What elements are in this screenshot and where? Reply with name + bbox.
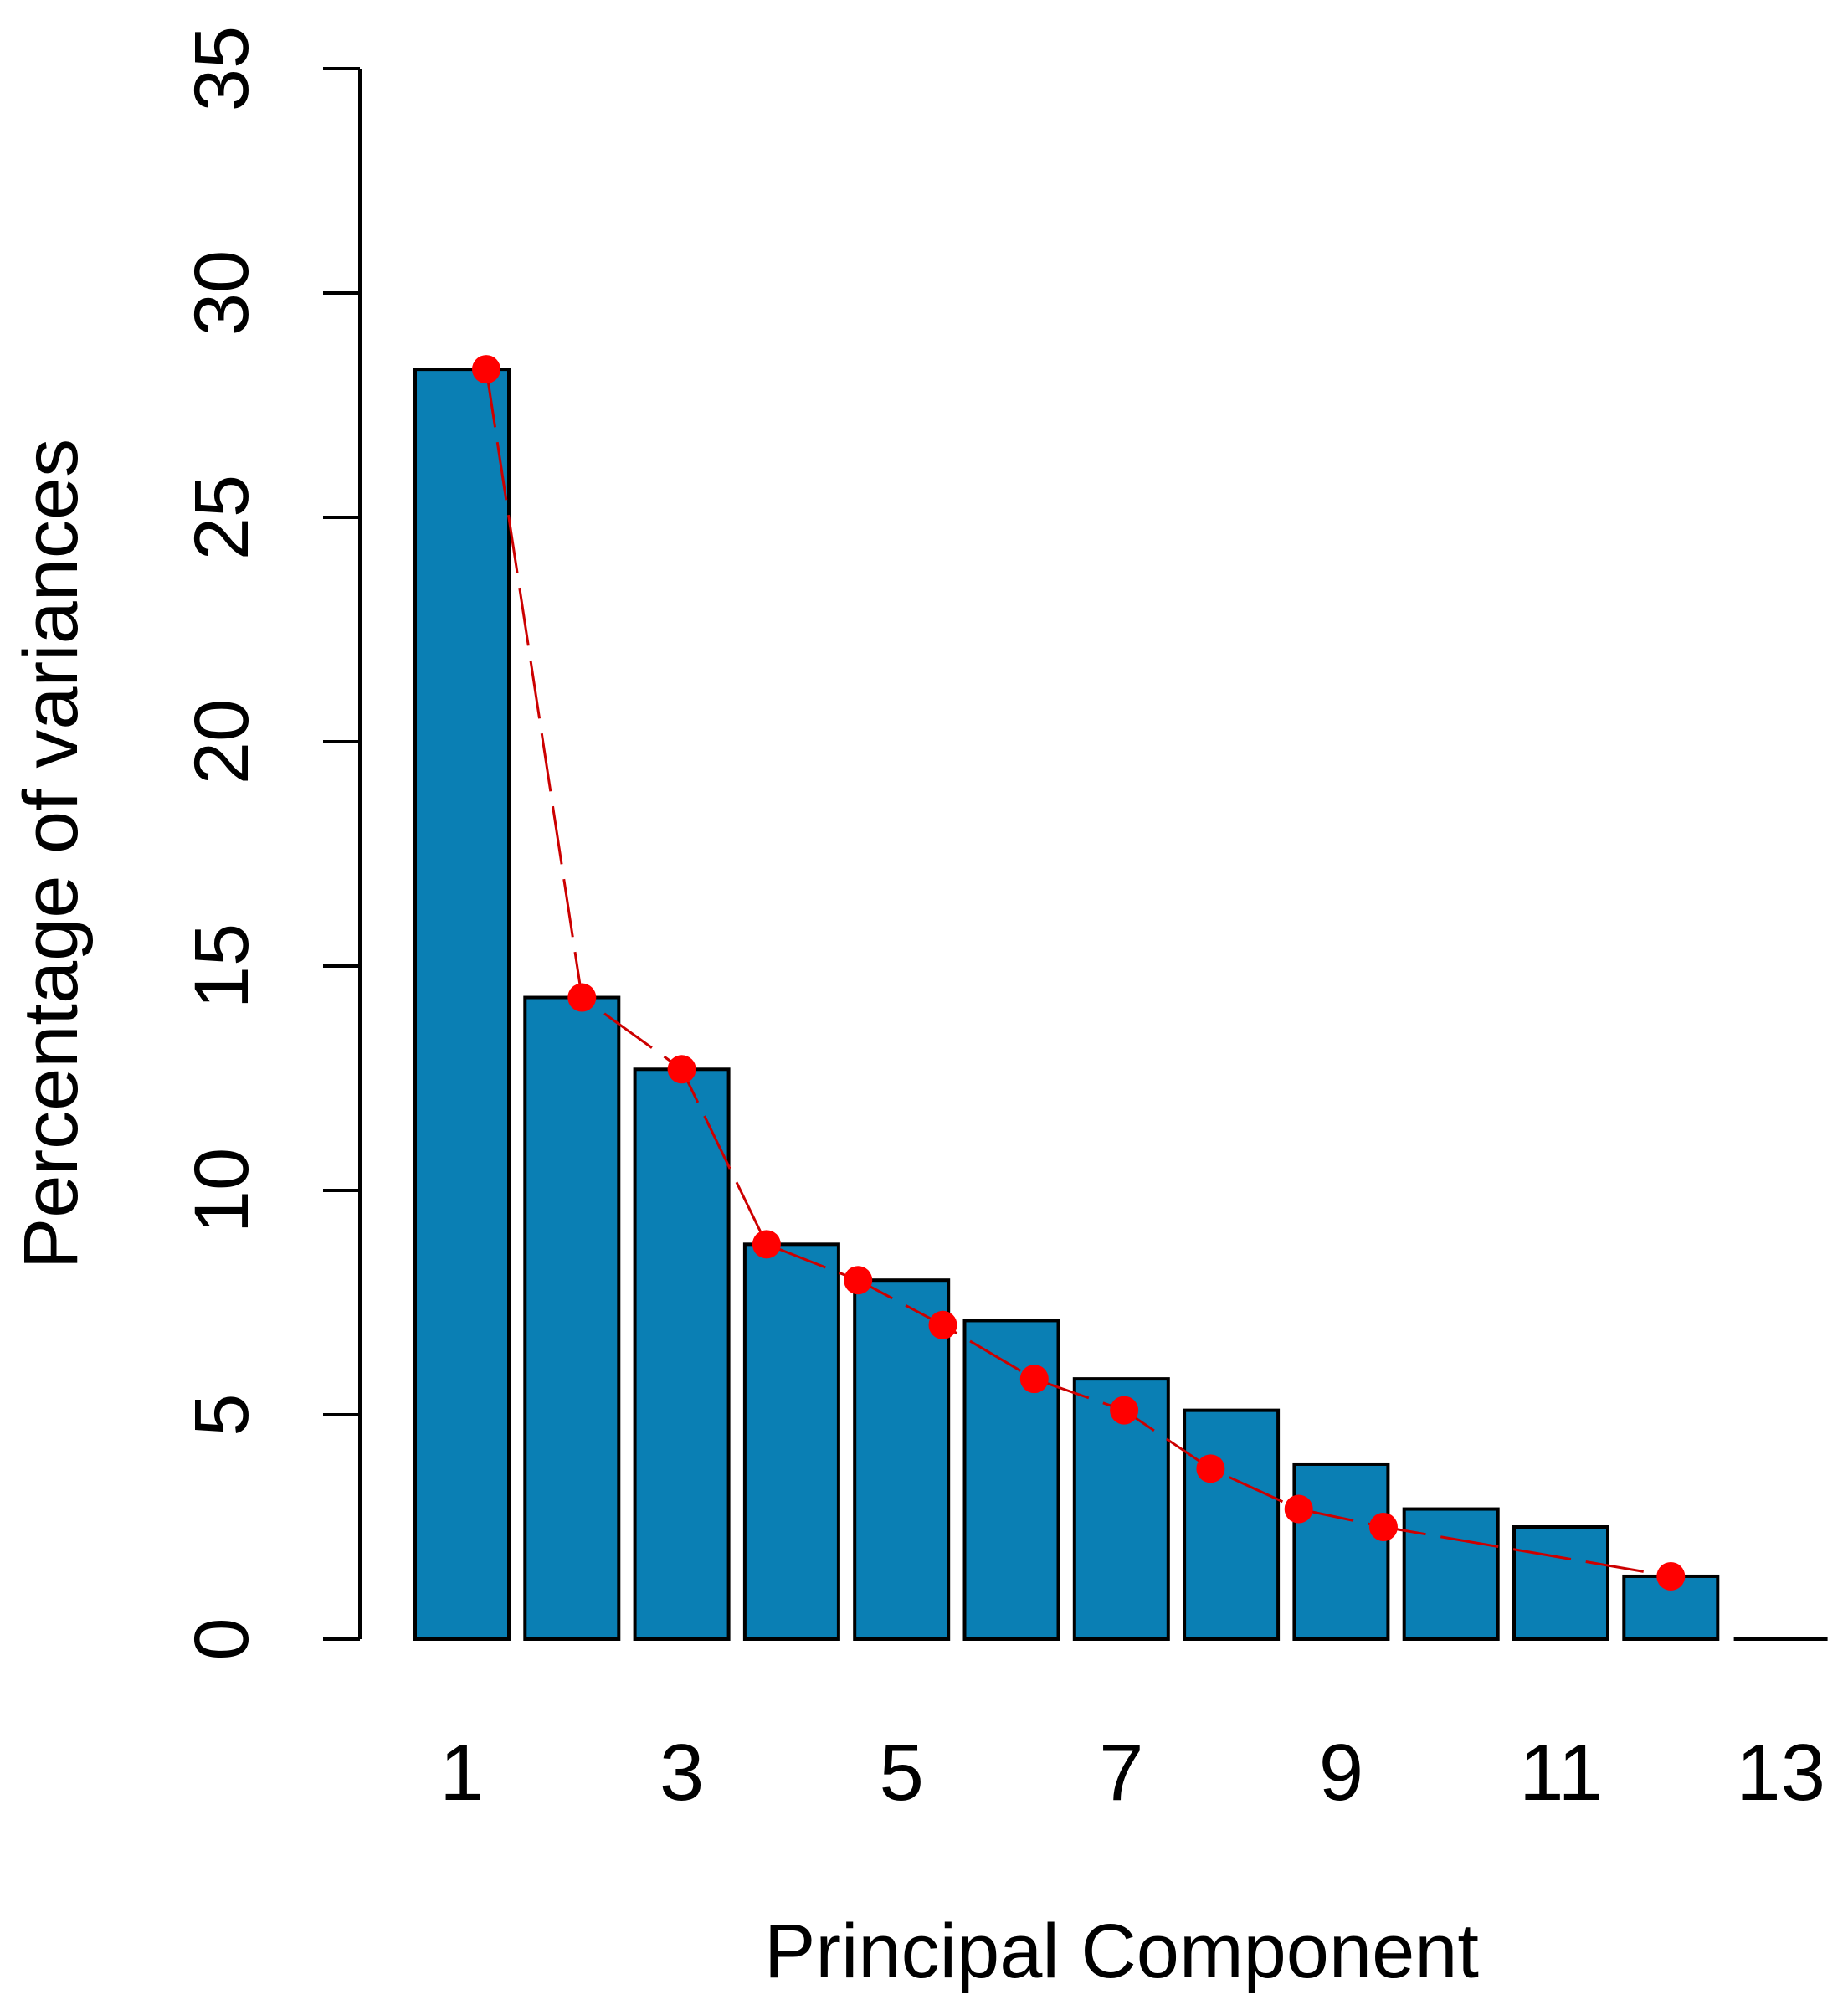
point-pc-11 [1369,1513,1398,1541]
bar-pc-4 [742,1242,840,1641]
bar-pc-11 [1512,1525,1609,1641]
bar-pc-5 [853,1278,951,1641]
point-pc-2 [567,983,597,1012]
point-pc-1 [472,355,501,384]
y-tick-label-20: 20 [179,699,264,784]
points-layer [472,355,1686,1591]
y-tick-label-5: 5 [179,1393,264,1436]
bar-pc-1 [413,368,511,1641]
line-layer [485,368,1671,1578]
bar-pc-10 [1402,1507,1500,1642]
x-tick-label-3: 3 [660,1728,704,1817]
point-pc-4 [752,1230,781,1259]
point-pc-12 [1656,1561,1686,1591]
point-pc-3 [667,1055,696,1084]
bars-layer [413,368,1828,1642]
y-tick-label-0: 0 [179,1617,264,1660]
point-pc-6 [928,1310,957,1339]
bar-pc-3 [633,1067,731,1641]
y-axis-label: Percentage of variances [8,439,94,1269]
x-tick-label-13: 13 [1736,1728,1825,1817]
y-tick-label-10: 10 [179,1148,264,1233]
variance-line [485,368,1671,1578]
x-tick-label-9: 9 [1319,1728,1363,1817]
x-tick-label-11: 11 [1519,1728,1603,1817]
x-tick-label-7: 7 [1099,1728,1143,1817]
y-tick-label-35: 35 [179,26,264,111]
point-pc-8 [1110,1396,1139,1425]
x-tick-label-5: 5 [880,1728,924,1817]
y-tick-label-15: 15 [179,923,264,1009]
x-tick-label-1: 1 [439,1728,484,1817]
bar-pc-6 [963,1319,1060,1641]
point-pc-7 [1019,1365,1049,1394]
bar-pc-2 [523,995,621,1641]
point-pc-9 [1196,1454,1225,1483]
point-pc-10 [1284,1494,1313,1524]
y-tick-label-25: 25 [179,475,264,560]
point-pc-5 [844,1266,873,1295]
bar-pc-9 [1292,1462,1390,1641]
bar-pc-8 [1183,1408,1281,1641]
y-tick-label-30: 30 [179,250,264,336]
x-axis-label: Principal Component [764,1909,1479,1994]
